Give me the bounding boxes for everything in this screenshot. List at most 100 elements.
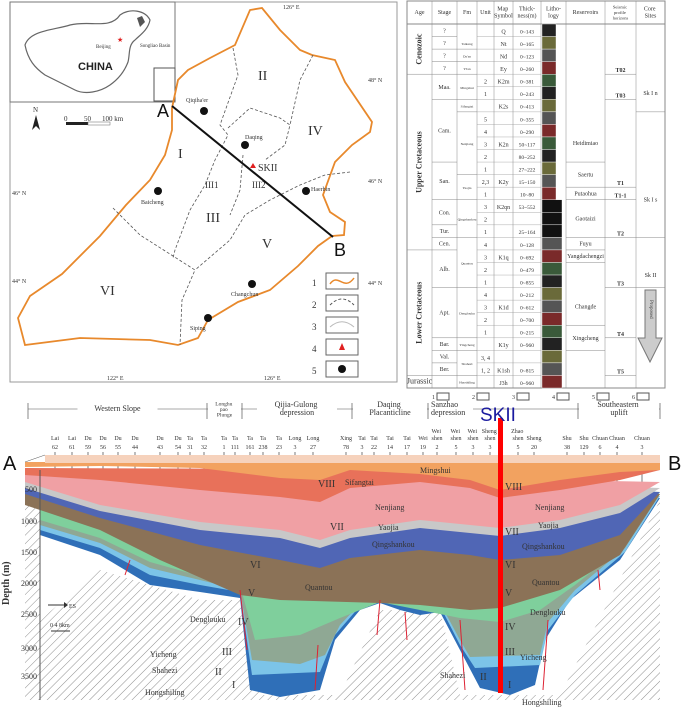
thickness-cell: 0~128 (520, 243, 534, 249)
sequence-numeral: II (215, 667, 222, 678)
sequence-numeral: V (248, 588, 256, 599)
zone-III: III (206, 211, 220, 226)
well-name: Zhao shen (511, 429, 525, 442)
skii-well-line (498, 418, 503, 693)
fms-label: Da'an (463, 54, 471, 58)
lithology-bar (541, 199, 563, 213)
formation-label: Sifangtai (345, 478, 375, 487)
well-number: 27 (310, 445, 316, 451)
well-number: 56 (100, 445, 106, 451)
lithology-bar (541, 299, 563, 313)
unit-cell: 5 (484, 117, 487, 123)
fms-label: Denglouku (459, 312, 475, 316)
section-scale-label: 0 4 8km (50, 623, 70, 629)
basin-boundary (17, 7, 373, 346)
map-symbol-cell: Nt (501, 42, 507, 48)
unit-cell: 2 (484, 155, 487, 161)
lithology-bar (541, 86, 557, 100)
strata-labels: VIIIVIIVIVIVIIIIIIVIIIVIIVIVIVIIIIIIMing… (145, 466, 566, 707)
column-header: Unit (480, 10, 491, 16)
strat-legend-num: 3 (512, 395, 515, 401)
zone-label: Daqing Placanticline (369, 400, 411, 417)
depth-tick: 500 (25, 485, 37, 494)
unit-cell: 3 (484, 142, 487, 148)
stages-label: Val. (440, 355, 450, 361)
cores-label: Sk II (645, 273, 657, 279)
zone-V: V (262, 237, 272, 252)
well-number: 38 (564, 445, 570, 451)
thickness-cell: 0~700 (520, 318, 534, 324)
legend-num: 3 (312, 322, 317, 332)
city-changchun: Changchun (231, 292, 258, 298)
well-number: 14 (387, 445, 393, 451)
thickness-cell: 0~612 (520, 306, 534, 312)
zone-III1: III1 (205, 180, 219, 190)
well-name: Lai (51, 436, 59, 442)
well-name: Chuan (592, 436, 608, 442)
horizon-label: T5 (617, 369, 624, 375)
china-outline (24, 10, 151, 94)
unit-cell: 2 (484, 80, 487, 86)
proposed-label: Proposed (648, 300, 653, 319)
zone-label: Qijia-Gulong depression (275, 400, 320, 417)
fms-label: Quantou (461, 261, 473, 265)
well-number: 238 (259, 445, 268, 451)
fms-label: Taikang (461, 42, 472, 46)
scale-bar (66, 122, 88, 125)
city-qiqihaer: Qiqiha'er (186, 98, 208, 104)
map-symbol-cell: K2y (498, 180, 508, 186)
horizon-label: T1 (617, 181, 624, 187)
sequence-numeral: III (222, 647, 232, 658)
depth-tick: 3000 (21, 644, 37, 653)
well-number: 22 (371, 445, 377, 451)
tectonic-zones-bar: Western Slope Longhu pao Plunge Qijia-Gulo… (27, 400, 661, 420)
thickness-cell: 0~143 (520, 29, 534, 35)
legend-boundary-icon (329, 277, 355, 285)
sequence-numeral: VIII (505, 482, 522, 493)
lithology-bar (541, 186, 557, 200)
city-haerbin: Haerbin (311, 187, 330, 193)
table-frame (406, 0, 666, 389)
well-name: Long (307, 436, 320, 442)
fms-label: Yi'an (463, 67, 470, 71)
lithology-bar (541, 111, 557, 125)
well-name: Xing (340, 436, 352, 442)
zone-label-bg (353, 401, 427, 420)
reservoirs-label: Putaohua (574, 191, 597, 197)
map-symbol-cell: K1q (498, 255, 508, 261)
zone-label-bg (257, 401, 337, 420)
strat-legend-num: 2 (472, 395, 475, 401)
reservoirs-label: Gaotaizi (575, 217, 596, 223)
well-number: 17 (404, 445, 410, 451)
formation-label: Shahezi (440, 671, 466, 680)
stages-label: Cen. (439, 242, 451, 248)
section-end-a: A (3, 453, 17, 475)
lithology-bar (541, 174, 557, 188)
stages-label: ? (443, 41, 446, 47)
legend-num: 2 (312, 300, 317, 310)
sequence-numeral: IV (238, 617, 249, 628)
well-name: Du (84, 436, 91, 442)
well-name: Wei shen (467, 429, 478, 442)
well-name: Du (99, 436, 106, 442)
map-symbol-cell: K1sh (497, 368, 510, 374)
fms-label: Sifangtai (461, 105, 474, 109)
well-number: 5 (455, 445, 458, 451)
sequence-numeral: VII (505, 527, 519, 538)
legend-subzone-icon (329, 321, 355, 328)
location-map: ★ Beijing Songliao Basin CHINA N 0 50 10… (9, 1, 398, 383)
well-name: Long (289, 436, 302, 442)
reservoirs-label: Yangdachengzi (567, 254, 604, 260)
map-symbol-cell: K1d (498, 306, 508, 312)
unit-cell: 1 (484, 167, 487, 173)
zone-boundaries (112, 47, 351, 346)
well-name: Ta (232, 436, 238, 442)
column-header: Core Sites (644, 7, 657, 20)
unit-cell: 2 (484, 218, 487, 224)
legend-num: 5 (312, 366, 317, 376)
fms-label: Nenjiang (461, 142, 474, 146)
scale-100: 100 km (102, 115, 124, 123)
